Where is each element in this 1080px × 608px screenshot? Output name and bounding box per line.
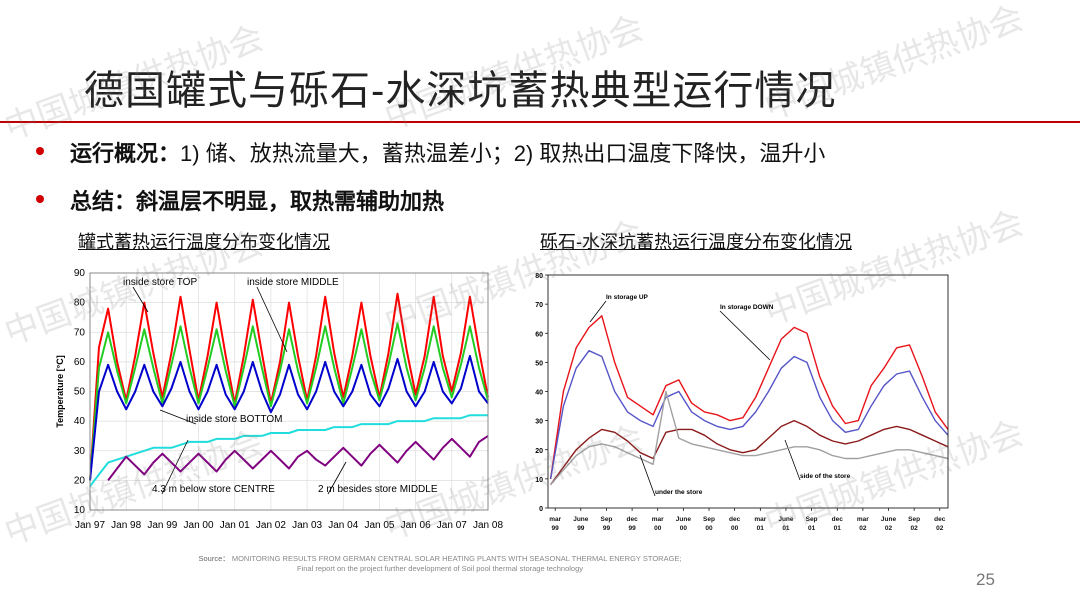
series-line — [89, 292, 489, 481]
y-tick-label: 10 — [535, 477, 543, 484]
series-label: inside store TOP — [123, 277, 197, 288]
x-tick-label: Jan 07 — [437, 520, 467, 531]
x-tick-label: Jan 97 — [75, 520, 105, 531]
y-axis-label: Temperature [°C] — [55, 355, 65, 427]
source-label: Source： — [198, 554, 230, 563]
series-line — [89, 354, 489, 481]
x-tick-label: June 00 — [675, 516, 691, 532]
y-tick-label: 0 — [539, 506, 543, 513]
annotation-arrow — [784, 439, 801, 481]
title-rule — [0, 121, 1080, 123]
x-tick-label: Jan 08 — [473, 520, 503, 531]
series-label: 4.3 m below store CENTRE — [152, 484, 275, 495]
bullet-label: 总结： — [70, 189, 137, 214]
source: Source： MONITORING RESULTS FROM GERMAN C… — [0, 553, 880, 573]
series-line — [550, 419, 949, 486]
bullet-text: 1) 储、放热流量大，蓄热温差小；2) 取热出口温度下降快，温升小 — [180, 141, 826, 166]
bullet: 总结：斜温层不明显，取热需辅助加热 — [36, 184, 445, 216]
x-tick-label: Jan 01 — [220, 520, 250, 531]
y-tick-label: 30 — [535, 419, 543, 426]
x-tick-label: Jan 98 — [111, 520, 141, 531]
x-tick-label: Jan 05 — [364, 520, 394, 531]
bullet-text: 斜温层不明显，取热需辅助加热 — [136, 189, 445, 214]
series-line — [549, 315, 949, 480]
x-tick-label: mar 02 — [856, 516, 869, 532]
x-tick-label: June 01 — [778, 516, 794, 532]
series-label: In storage UP — [606, 294, 649, 301]
x-tick-label: Sep 00 — [703, 516, 715, 532]
x-tick-label: dec 01 — [831, 516, 843, 532]
series-label: In storage DOWN — [720, 304, 774, 311]
series-label: 2 m besides store MIDDLE — [318, 484, 438, 495]
series-label: side of the store — [800, 473, 851, 480]
x-tick-label: mar 99 — [549, 516, 562, 532]
x-tick-label: Jan 00 — [184, 520, 214, 531]
x-tick-label: dec 00 — [729, 516, 741, 532]
source-line: MONITORING RESULTS FROM GERMAN CENTRAL S… — [231, 554, 682, 563]
x-tick-label: mar 00 — [651, 516, 664, 532]
y-tick-label: 60 — [535, 331, 543, 338]
y-tick-label: 60 — [74, 357, 86, 368]
y-tick-label: 70 — [535, 302, 543, 309]
plot-frame — [89, 272, 489, 511]
annotation-arrow — [132, 286, 149, 313]
y-tick-label: 80 — [74, 298, 86, 309]
y-tick-label: 40 — [74, 416, 86, 427]
x-tick-label: Jan 99 — [147, 520, 177, 531]
plot-frame — [547, 274, 949, 509]
annotation-arrow — [327, 461, 347, 495]
x-tick-label: dec 02 — [934, 516, 946, 532]
series-label: under the store — [655, 489, 703, 496]
source-line: Final report on the project further deve… — [297, 564, 583, 573]
y-tick-label: 50 — [74, 387, 86, 398]
annotation-arrow — [159, 409, 197, 425]
x-tick-label: Sep 99 — [600, 516, 613, 532]
series-line — [550, 390, 949, 486]
series-label: inside store BOTTOM — [186, 414, 283, 425]
bullet: 运行概况：1) 储、放热流量大，蓄热温差小；2) 取热出口温度下降快，温升小 — [36, 136, 826, 168]
page-number: 25 — [976, 570, 995, 589]
y-tick-label: 20 — [535, 448, 543, 455]
x-tick-label: Jan 04 — [328, 520, 358, 531]
chart-caption: 砾石-水深坑蓄热运行温度分布变化情况 — [540, 232, 852, 252]
series-line — [107, 435, 489, 482]
annotation-arrow — [639, 454, 656, 497]
slide-title: 德国罐式与砾石-水深坑蓄热典型运行情况 — [84, 69, 837, 113]
y-tick-label: 30 — [74, 446, 86, 457]
x-tick-label: June 02 — [880, 516, 897, 532]
x-tick-label: dec 99 — [626, 516, 638, 532]
y-tick-label: 90 — [74, 268, 86, 279]
annotation-arrow — [256, 286, 288, 353]
series-label: inside store MIDDLE — [247, 277, 339, 288]
x-tick-label: Jan 02 — [256, 520, 286, 531]
series-line — [549, 350, 949, 480]
series-line — [89, 322, 489, 481]
bullet-label: 运行概况： — [70, 141, 181, 166]
annotation-arrow — [589, 300, 607, 323]
x-tick-label: mar 01 — [754, 516, 767, 532]
annotation-arrow — [719, 310, 771, 361]
x-tick-label: Jan 06 — [401, 520, 431, 531]
y-tick-label: 40 — [535, 390, 543, 397]
x-tick-label: Jan 03 — [292, 520, 322, 531]
x-tick-label: Sep 01 — [805, 516, 818, 532]
series-line — [89, 414, 488, 487]
y-tick-label: 50 — [535, 360, 543, 367]
y-tick-label: 20 — [74, 475, 86, 486]
y-tick-label: 80 — [535, 273, 543, 280]
y-tick-label: 10 — [74, 505, 86, 516]
y-tick-label: 70 — [74, 327, 86, 338]
x-tick-label: Sep 02 — [908, 516, 921, 532]
x-tick-label: June 99 — [573, 516, 589, 532]
chart-caption: 罐式蓄热运行温度分布变化情况 — [78, 232, 330, 252]
